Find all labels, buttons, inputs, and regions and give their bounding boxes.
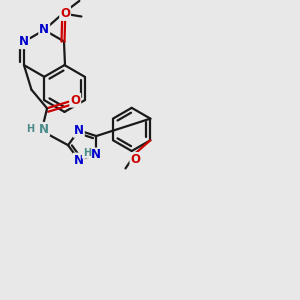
Text: H: H <box>26 124 34 134</box>
Text: N: N <box>39 23 49 37</box>
Text: O: O <box>130 153 140 166</box>
Text: N: N <box>74 154 84 166</box>
Text: H: H <box>82 148 91 158</box>
Text: N: N <box>19 35 29 48</box>
Text: N: N <box>39 123 49 136</box>
Text: O: O <box>60 7 70 20</box>
Text: N: N <box>91 148 101 161</box>
Text: N: N <box>74 124 84 137</box>
Text: O: O <box>70 94 80 107</box>
